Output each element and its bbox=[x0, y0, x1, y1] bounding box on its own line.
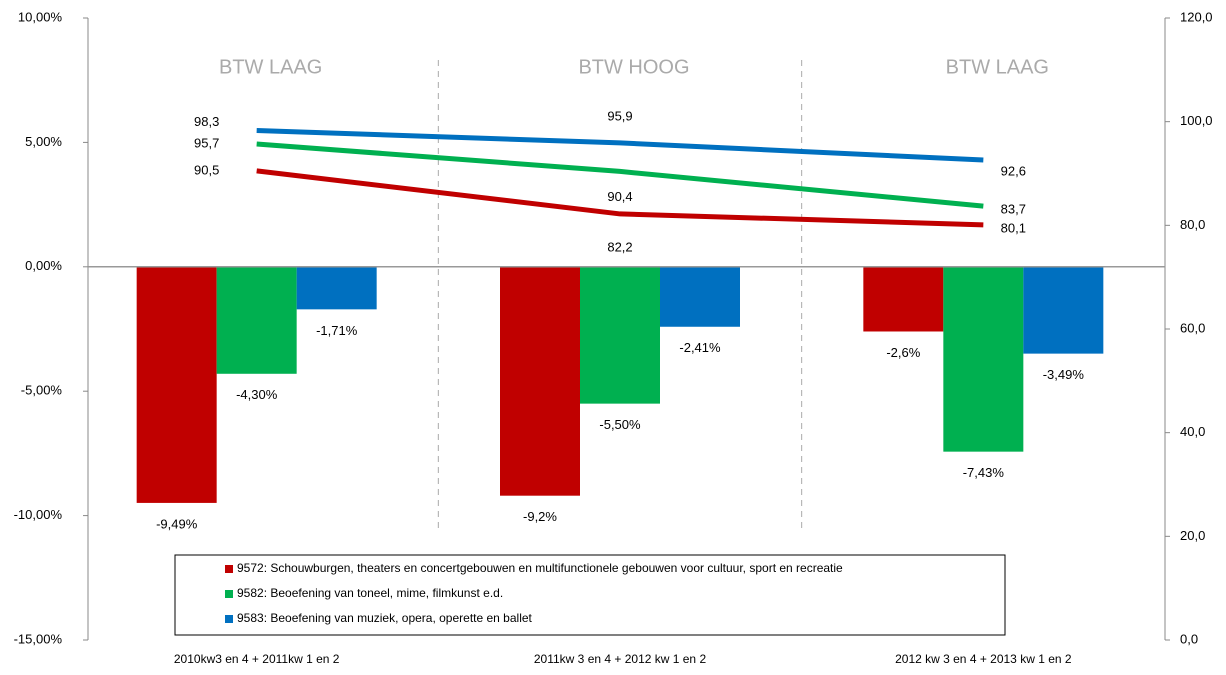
bar bbox=[1023, 266, 1104, 354]
bar bbox=[580, 266, 660, 404]
y2-tick-label: 80,0 bbox=[1180, 217, 1205, 232]
line-value-label: 90,5 bbox=[194, 162, 219, 177]
bar-value-label: -2,41% bbox=[679, 340, 721, 355]
y2-tick-label: 40,0 bbox=[1180, 424, 1205, 439]
annotation: BTW HOOG bbox=[578, 56, 689, 78]
annotation: BTW LAAG bbox=[219, 56, 322, 78]
y-tick-label: -15,00% bbox=[14, 631, 63, 646]
legend-label: 9583: Beoefening van muziek, opera, oper… bbox=[237, 611, 533, 625]
y-tick-label: -5,00% bbox=[21, 383, 63, 398]
bar bbox=[216, 266, 297, 374]
bar bbox=[943, 266, 1024, 452]
line-value-label: 82,2 bbox=[607, 239, 632, 254]
y2-tick-label: 120,0 bbox=[1180, 9, 1213, 24]
bar bbox=[500, 266, 580, 496]
legend-swatch bbox=[225, 615, 233, 623]
bar-value-label: -2,6% bbox=[886, 345, 920, 360]
bar-value-label: -4,30% bbox=[236, 387, 278, 402]
bar-value-label: -9,49% bbox=[156, 516, 198, 531]
y-tick-label: 0,00% bbox=[25, 258, 62, 273]
bar-value-label: -9,2% bbox=[523, 509, 557, 524]
x-tick-label: 2010kw3 en 4 + 2011kw 1 en 2 bbox=[174, 652, 340, 666]
line-value-label: 80,1 bbox=[1001, 220, 1026, 235]
legend-swatch bbox=[225, 590, 233, 598]
y2-tick-label: 100,0 bbox=[1180, 113, 1213, 128]
annotation: BTW LAAG bbox=[946, 56, 1049, 78]
line-value-label: 95,7 bbox=[194, 135, 219, 150]
bar-value-label: -7,43% bbox=[963, 465, 1005, 480]
bar bbox=[296, 266, 377, 310]
x-tick-label: 2011kw 3 en 4 + 2012 kw 1 en 2 bbox=[534, 652, 707, 666]
bar bbox=[660, 266, 740, 327]
bar-value-label: -3,49% bbox=[1043, 367, 1085, 382]
bar-value-label: -1,71% bbox=[316, 323, 358, 338]
bar bbox=[863, 266, 944, 332]
legend-label: 9582: Beoefening van toneel, mime, filmk… bbox=[237, 586, 503, 600]
y-tick-label: 10,00% bbox=[18, 9, 63, 24]
line-value-label: 83,7 bbox=[1001, 202, 1026, 217]
line-value-label: 90,4 bbox=[607, 189, 632, 204]
line bbox=[256, 168, 984, 228]
legend-swatch bbox=[225, 565, 233, 573]
x-tick-label: 2012 kw 3 en 4 + 2013 kw 1 en 2 bbox=[895, 652, 1072, 666]
legend-box bbox=[174, 554, 1006, 636]
y2-tick-label: 60,0 bbox=[1180, 320, 1205, 335]
y-tick-label: -10,00% bbox=[14, 507, 63, 522]
y-tick-label: 5,00% bbox=[25, 134, 62, 149]
line bbox=[256, 127, 984, 163]
line bbox=[256, 141, 984, 209]
line-value-label: 98,3 bbox=[194, 114, 219, 129]
line-value-label: 92,6 bbox=[1001, 163, 1026, 178]
legend-label: 9572: Schouwburgen, theaters en concertg… bbox=[237, 561, 843, 575]
bar bbox=[136, 266, 217, 503]
y2-tick-label: 0,0 bbox=[1180, 631, 1198, 646]
bar-value-label: -5,50% bbox=[599, 417, 641, 432]
y2-tick-label: 20,0 bbox=[1180, 528, 1205, 543]
line-value-label: 95,9 bbox=[607, 108, 632, 123]
